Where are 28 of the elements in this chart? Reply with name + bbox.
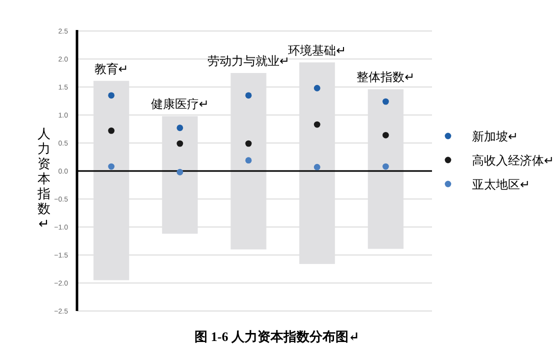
point bbox=[314, 84, 320, 92]
point bbox=[108, 163, 114, 170]
legend-label: 亚太地区↵ bbox=[472, 178, 530, 192]
point bbox=[108, 92, 114, 99]
point bbox=[245, 140, 252, 147]
legend: 亚太地区↵ bbox=[444, 178, 530, 192]
x-tick-label: 教育↵ bbox=[94, 62, 128, 76]
legend: 高收入经济体↵ bbox=[444, 154, 554, 168]
point bbox=[314, 121, 320, 128]
point bbox=[108, 127, 114, 134]
point bbox=[176, 124, 184, 132]
point bbox=[382, 98, 389, 105]
x-tick-label: 环境基础↵ bbox=[288, 43, 346, 58]
text: 图 1-6 人力资本指数分布图↵ bbox=[194, 329, 360, 344]
point bbox=[382, 132, 389, 138]
point bbox=[176, 140, 184, 147]
y-axis-title: 人力资本指数↵ bbox=[36, 126, 50, 231]
x-tick-label: 劳动力与就业↵ bbox=[207, 54, 290, 68]
legend-label: 新加坡↵ bbox=[472, 130, 518, 144]
point bbox=[314, 164, 320, 170]
legend-label: 高收入经济体↵ bbox=[472, 154, 554, 168]
legend: 新加坡↵ bbox=[444, 130, 518, 144]
point bbox=[245, 92, 252, 99]
x-tick-label: 健康医疗↵ bbox=[150, 97, 209, 112]
x-tick-label: 整体指数↵ bbox=[356, 70, 415, 84]
point bbox=[245, 157, 252, 164]
point bbox=[176, 168, 184, 176]
point bbox=[382, 163, 389, 170]
